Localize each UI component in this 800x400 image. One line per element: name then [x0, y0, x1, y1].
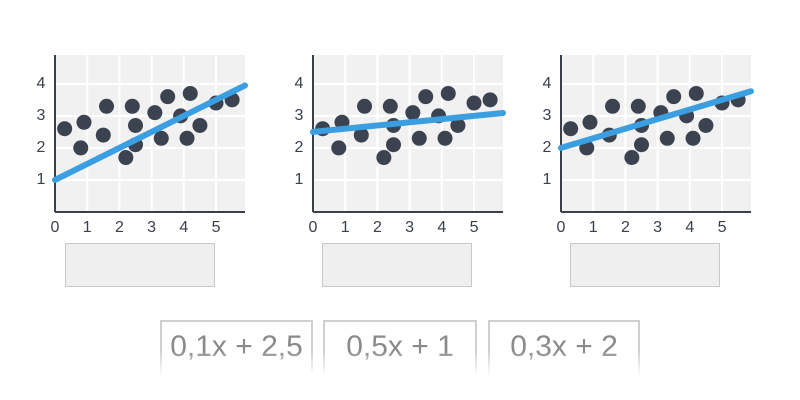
x-tick-label: 1: [83, 219, 92, 236]
y-tick-label: 2: [295, 139, 304, 156]
point: [418, 89, 434, 105]
point: [57, 121, 73, 137]
point: [405, 105, 421, 121]
x-tick-label: 0: [51, 219, 60, 236]
x-tick-label: 2: [115, 219, 124, 236]
x-tick-label: 5: [470, 219, 479, 236]
point: [357, 98, 373, 114]
y-tick-label: 2: [543, 139, 552, 156]
drop-box[interactable]: [570, 243, 720, 287]
point: [688, 85, 704, 101]
point: [160, 89, 176, 105]
y-tick-label: 3: [295, 107, 304, 124]
point: [386, 137, 402, 153]
answer-tile[interactable]: 0,3x + 2: [488, 320, 640, 376]
x-tick-label: 1: [341, 219, 350, 236]
point: [634, 137, 650, 153]
point: [440, 85, 456, 101]
point: [482, 92, 498, 108]
x-tick-label: 0: [557, 219, 566, 236]
point: [153, 130, 169, 146]
y-tick-label: 3: [543, 107, 552, 124]
x-tick-label: 1: [589, 219, 598, 236]
x-tick-label: 0: [309, 219, 318, 236]
point: [192, 117, 208, 133]
point: [99, 98, 115, 114]
x-tick-label: 5: [212, 219, 221, 236]
answer-tile[interactable]: 0,1x + 2,5: [160, 320, 313, 376]
x-tick-label: 5: [718, 219, 727, 236]
y-tick-label: 4: [295, 75, 304, 92]
y-tick-label: 1: [295, 171, 304, 188]
x-tick-label: 2: [621, 219, 630, 236]
x-tick-label: 2: [373, 219, 382, 236]
x-tick-label: 4: [685, 219, 694, 236]
x-tick-label: 3: [147, 219, 156, 236]
x-tick-label: 3: [405, 219, 414, 236]
point: [698, 117, 714, 133]
point: [353, 127, 369, 143]
point: [466, 95, 482, 111]
y-tick-label: 2: [37, 139, 46, 156]
point: [382, 98, 398, 114]
trend-line: [310, 109, 506, 135]
drop-box[interactable]: [322, 243, 472, 287]
point: [666, 89, 682, 105]
trend-line: [558, 88, 754, 151]
drop-box[interactable]: [65, 243, 215, 287]
point: [411, 130, 427, 146]
point: [376, 150, 392, 166]
x-tick-label: 4: [437, 219, 446, 236]
point: [76, 114, 92, 130]
y-tick-label: 1: [37, 171, 46, 188]
point: [331, 140, 347, 156]
y-tick-label: 1: [543, 171, 552, 188]
point: [450, 117, 466, 133]
point: [624, 150, 640, 166]
point: [73, 140, 89, 156]
x-tick-label: 3: [653, 219, 662, 236]
point: [128, 117, 144, 133]
answer-tile[interactable]: 0,5x + 1: [323, 320, 477, 376]
point: [179, 130, 195, 146]
x-tick-label: 4: [179, 219, 188, 236]
point: [118, 150, 134, 166]
point: [659, 130, 675, 146]
point: [582, 114, 598, 130]
trend-line: [52, 82, 248, 183]
y-tick-label: 3: [37, 107, 46, 124]
point: [147, 105, 163, 121]
y-tick-label: 4: [543, 75, 552, 92]
charts: 0 1 2 3 4 5 1 2 3 4 0 1 2 3 4 5 1 2 3 4 0 1 2 3 4 5 1 2 3 4: [37, 55, 754, 236]
point: [95, 127, 111, 143]
point: [605, 98, 621, 114]
point: [124, 98, 140, 114]
y-tick-label: 4: [37, 75, 46, 92]
point: [182, 85, 198, 101]
point: [437, 130, 453, 146]
point: [563, 121, 579, 137]
point: [685, 130, 701, 146]
point: [630, 98, 646, 114]
